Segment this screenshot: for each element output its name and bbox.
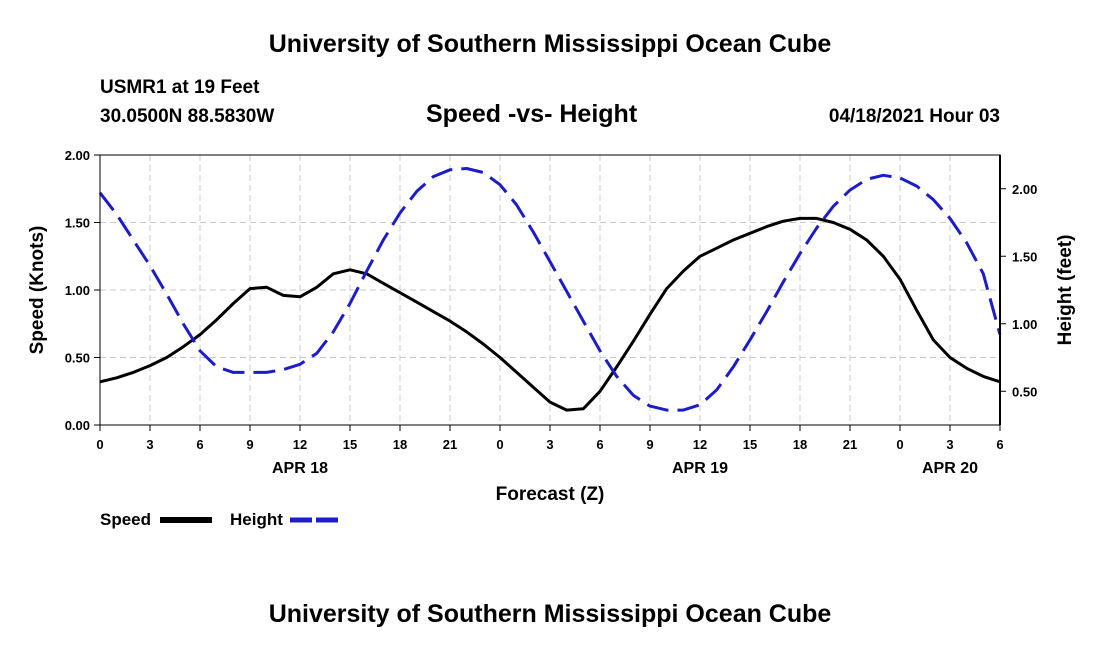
legend-speed-label: Speed [100,510,152,529]
date-label: 04/18/2021 Hour 03 [828,106,1000,127]
x-tick-label: 9 [646,437,653,452]
x-tick-label: 6 [596,437,603,452]
x-tick-label: 0 [896,437,903,452]
x-tick-label: 9 [246,437,253,452]
x-tick-label: 21 [443,437,457,452]
y-tick-label: 1.00 [65,283,90,298]
x-tick-label: 12 [293,437,307,452]
speed-height-chart: 0 3 6 9 12 15 18 21 0 3 6 9 12 15 18 21 0 3 6 0.00 0.50 1.00 1… [27,148,1076,505]
legend-speed-swatch [160,517,212,523]
x-tick-label: 0 [496,437,503,452]
x-tick-label: 12 [693,437,707,452]
date-label: APR 20 [922,460,978,477]
y2-tick-label: 1.00 [1012,317,1037,332]
page-title: University of Southern Mississippi Ocean… [268,30,832,58]
x-tick-label: 3 [146,437,153,452]
speed-line [99,216,1001,412]
x-tick-label: 3 [946,437,953,452]
height-line [98,167,1002,412]
legend-height-label: Height [230,510,283,529]
station-name: USMR1 at 19 Feet [100,77,260,98]
y-tick-label: 0.00 [65,418,90,433]
legend-height-swatch [290,517,342,523]
y-axis-title: Speed (Knots) [27,226,48,355]
y2-tick-label: 1.50 [1012,249,1037,264]
y2-axis-title: Height (feet) [1055,235,1076,346]
x-tick-label: 21 [843,437,857,452]
x-tick-label: 6 [196,437,203,452]
date-label: APR 18 [272,460,328,477]
y-tick-label: 2.00 [65,148,90,163]
x-axis-title: Forecast (Z) [496,484,605,505]
series [98,167,1002,412]
x-tick-label: 15 [743,437,757,452]
chart-title: Speed -vs- Height [426,100,638,128]
station-coords: 30.0500N 88.5830W [100,106,275,127]
date-label: APR 19 [672,460,728,477]
x-tick-label: 3 [546,437,553,452]
x-tick-label: 0 [96,437,103,452]
y-tick-label: 0.50 [65,351,90,366]
axis-labels: 0 3 6 9 12 15 18 21 0 3 6 9 12 15 18 21 0 3 6 0.00 0.50 1.00 1… [27,148,1076,505]
axes [94,154,1006,431]
footer-title: University of Southern Mississippi Ocean… [268,600,832,628]
y2-tick-label: 2.00 [1012,182,1037,197]
x-tick-label: 15 [343,437,357,452]
y-tick-label: 1.50 [65,216,90,231]
x-tick-label: 6 [996,437,1003,452]
y2-tick-label: 0.50 [1012,384,1037,399]
x-tick-label: 18 [793,437,807,452]
grid [100,155,1000,425]
x-tick-label: 18 [393,437,407,452]
